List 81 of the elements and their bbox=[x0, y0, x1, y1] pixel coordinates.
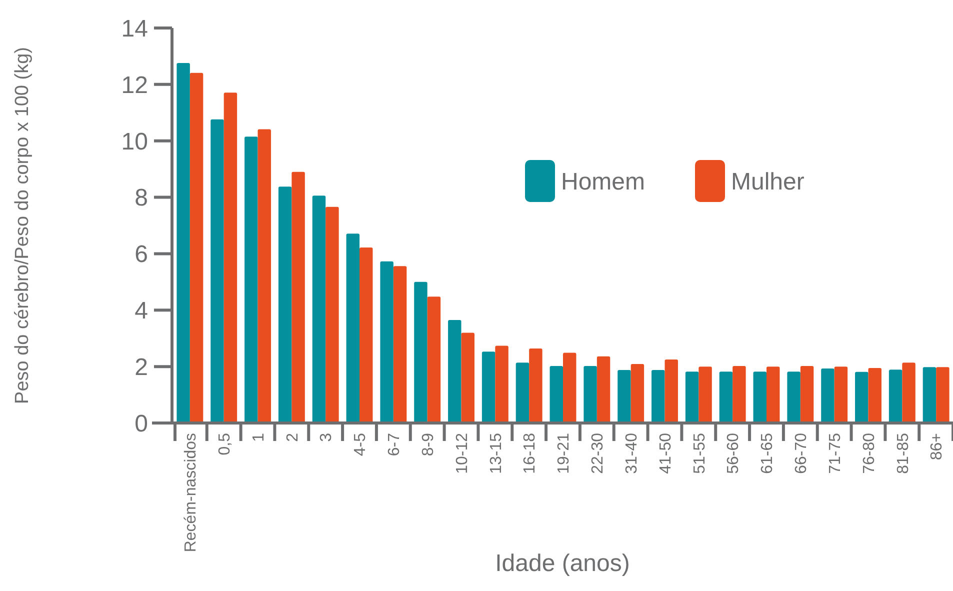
bar bbox=[414, 282, 428, 423]
x-tick-label: 86+ bbox=[928, 433, 946, 460]
x-tick-label: 22-30 bbox=[590, 432, 607, 474]
legend-label: Mulher bbox=[731, 168, 804, 196]
bar bbox=[278, 186, 292, 423]
bar bbox=[312, 196, 326, 423]
bar bbox=[855, 372, 868, 423]
bar bbox=[360, 248, 373, 423]
bar bbox=[210, 119, 224, 423]
y-tick-label: 4 bbox=[134, 298, 148, 325]
y-tick-label: 10 bbox=[121, 128, 148, 156]
bar bbox=[258, 129, 271, 423]
bar bbox=[821, 368, 834, 423]
bar bbox=[922, 367, 936, 423]
bar bbox=[326, 206, 339, 423]
x-tick-label: 10-12 bbox=[454, 432, 471, 474]
x-tick-label: Recém-nascidos bbox=[182, 433, 200, 552]
y-tick-label: 14 bbox=[121, 15, 148, 42]
x-tick-label: 81-85 bbox=[894, 432, 912, 474]
bar bbox=[448, 320, 462, 423]
x-axis-title: Idade (anos) bbox=[495, 550, 630, 577]
x-tick-label: 3 bbox=[318, 432, 336, 442]
bar bbox=[732, 366, 746, 423]
bar bbox=[618, 370, 631, 423]
bar bbox=[698, 366, 712, 423]
x-tick-label: 6-7 bbox=[386, 432, 404, 456]
bar bbox=[753, 372, 766, 423]
x-tick-label: 76-80 bbox=[860, 432, 878, 474]
x-tick-label: 8-9 bbox=[420, 432, 437, 456]
bar bbox=[584, 366, 597, 423]
x-tick-label: 61-65 bbox=[759, 432, 776, 474]
bar bbox=[834, 366, 848, 423]
x-tick-label: 19-21 bbox=[556, 432, 573, 474]
bar bbox=[244, 136, 258, 423]
bar bbox=[393, 266, 407, 423]
bar bbox=[190, 72, 204, 423]
x-tick-label: 56-60 bbox=[725, 432, 742, 474]
bar bbox=[787, 372, 800, 423]
y-tick-label: 12 bbox=[121, 72, 148, 99]
bar bbox=[346, 234, 360, 423]
bar bbox=[482, 352, 496, 423]
y-axis-title: Peso do cérebro/Peso do corpo x 100 (kg) bbox=[12, 47, 33, 404]
bar bbox=[224, 92, 238, 423]
legend-label: Homem bbox=[561, 168, 646, 196]
bar bbox=[719, 372, 733, 423]
bar bbox=[550, 366, 563, 423]
bar bbox=[596, 356, 610, 423]
bar bbox=[766, 366, 780, 423]
x-tick-label: 66-70 bbox=[793, 432, 810, 474]
x-tick-label: 0,5 bbox=[216, 432, 234, 456]
y-tick-label: 0 bbox=[134, 410, 148, 438]
bar bbox=[664, 360, 678, 423]
x-tick-label: 71-75 bbox=[826, 432, 844, 474]
x-tick-label: 1 bbox=[250, 432, 268, 442]
bar bbox=[888, 370, 902, 423]
y-tick-label: 8 bbox=[134, 184, 148, 212]
bar bbox=[630, 364, 644, 423]
bar bbox=[461, 332, 474, 423]
y-tick-label: 2 bbox=[134, 354, 148, 381]
bar bbox=[292, 172, 305, 423]
bar bbox=[176, 62, 190, 423]
bar bbox=[495, 346, 508, 423]
bar bbox=[563, 352, 576, 423]
bar bbox=[652, 370, 665, 423]
x-tick-label: 31-40 bbox=[623, 432, 640, 474]
bar bbox=[516, 362, 530, 423]
bar bbox=[427, 296, 441, 423]
bar bbox=[685, 372, 699, 423]
x-tick-label: 2 bbox=[284, 432, 302, 442]
bar bbox=[380, 261, 394, 423]
bar bbox=[529, 348, 542, 423]
bar bbox=[868, 368, 882, 423]
x-tick-label: 16-18 bbox=[522, 432, 539, 474]
x-tick-label: 13-15 bbox=[488, 432, 505, 474]
x-tick-label: 4-5 bbox=[352, 432, 370, 456]
x-tick-label: 51-55 bbox=[691, 432, 708, 474]
y-tick-label: 6 bbox=[134, 241, 148, 268]
bar bbox=[800, 366, 814, 423]
x-tick-label: 41-50 bbox=[657, 432, 674, 474]
bar bbox=[936, 367, 950, 423]
bar bbox=[902, 362, 916, 423]
